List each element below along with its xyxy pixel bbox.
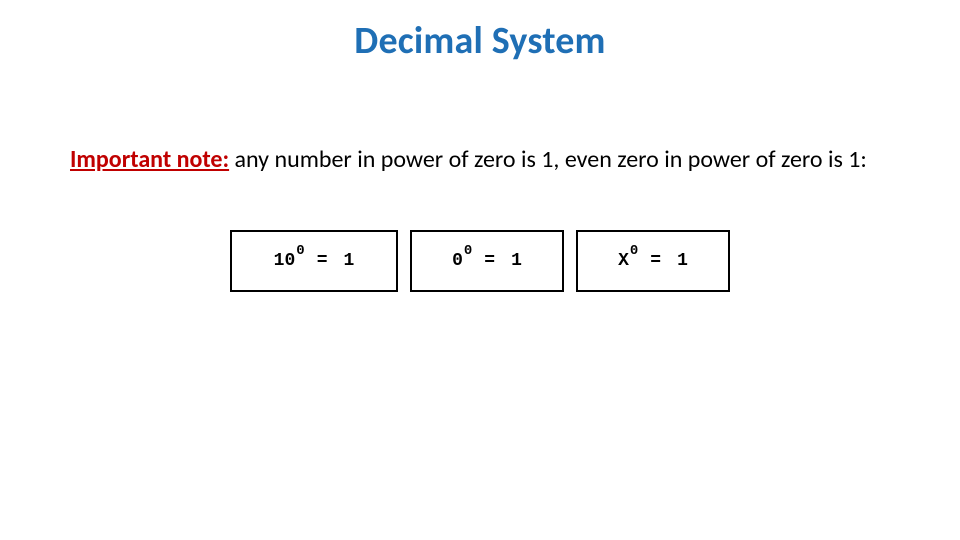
equation-result: 1 <box>344 252 355 270</box>
slide: Decimal System Important note: any numbe… <box>0 0 960 540</box>
equation-base: X <box>618 252 629 270</box>
equation-exponent: 0 <box>630 244 638 258</box>
equation-base: 10 <box>274 252 296 270</box>
equals-icon: = <box>484 252 495 270</box>
equation-box: X0 = 1 <box>576 230 730 292</box>
equation-base: 0 <box>452 252 463 270</box>
equation-box: 100 = 1 <box>230 230 398 292</box>
equation: 00=1 <box>452 252 522 270</box>
note-label: Important note: <box>70 145 229 174</box>
equals-icon: = <box>650 252 661 270</box>
slide-title: Decimal System <box>0 18 960 64</box>
equation: 100=1 <box>274 252 355 270</box>
equation-row: 100=1 00=1 X0=1 <box>0 230 960 292</box>
note-rest: any number in power of zero is 1, even z… <box>229 145 867 174</box>
equation-result: 1 <box>511 252 522 270</box>
equation-box: 00 = 1 <box>410 230 564 292</box>
equation: X0=1 <box>618 252 688 270</box>
equation-result: 1 <box>677 252 688 270</box>
note-paragraph: Important note: any number in power of z… <box>70 145 890 175</box>
equation-exponent: 0 <box>464 244 472 258</box>
equation-exponent: 0 <box>296 244 304 258</box>
equals-icon: = <box>317 252 328 270</box>
